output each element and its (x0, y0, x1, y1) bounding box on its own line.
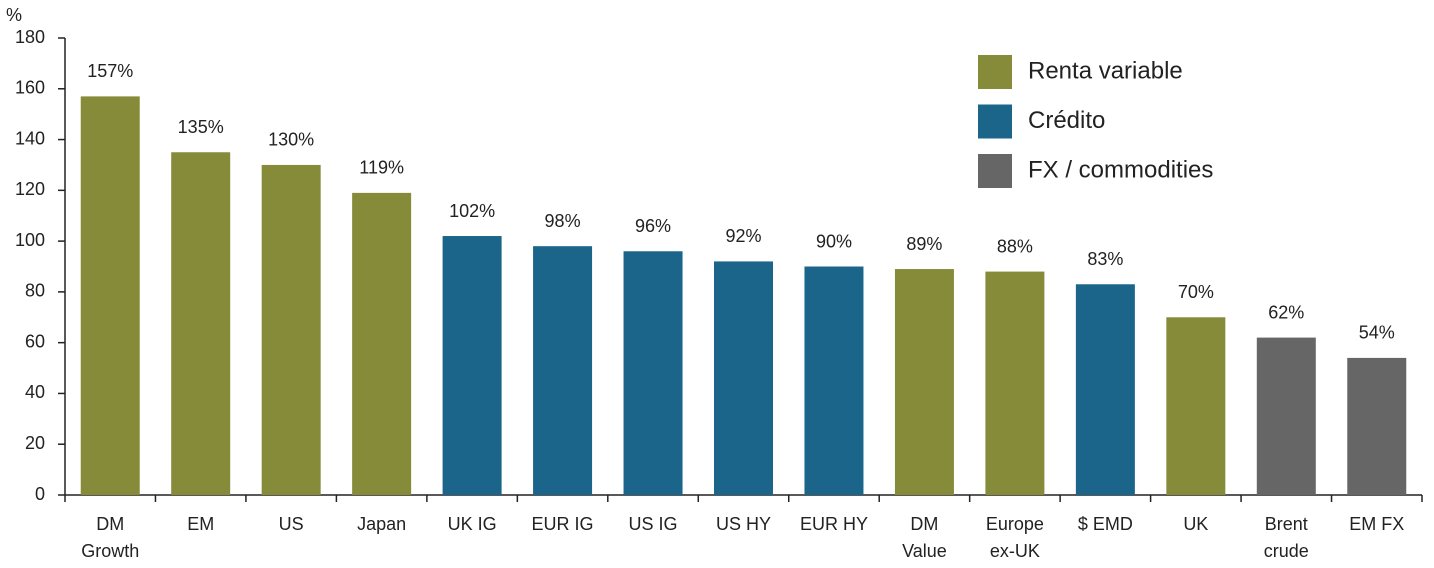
bar (1166, 317, 1226, 495)
value-label: 119% (359, 158, 404, 178)
x-tick-label: UK IG (447, 514, 497, 534)
x-tick-label: US HY (715, 514, 771, 534)
x-tick-label: DM Growth (81, 514, 140, 561)
bar (1256, 337, 1316, 495)
bar (171, 152, 231, 495)
value-label: 96% (635, 216, 671, 236)
bar (1347, 357, 1407, 495)
y-tick-label: 80 (25, 281, 45, 301)
x-tick-label: Europe ex-UK (985, 514, 1044, 561)
value-label: 92% (725, 226, 761, 246)
legend-label: Renta variable (1028, 57, 1183, 84)
bar (533, 246, 593, 495)
x-tick-label: EUR HY (799, 514, 868, 534)
value-label: 62% (1268, 302, 1304, 322)
x-tick-label: US IG (628, 514, 678, 534)
legend-label: FX / commodities (1028, 156, 1213, 183)
y-tick-label: 60 (25, 331, 45, 351)
legend-swatch (978, 55, 1012, 89)
y-tick-label: 140 (15, 128, 45, 148)
bar (714, 261, 773, 495)
value-label: 102% (449, 201, 495, 221)
bar (804, 266, 864, 495)
value-label: 54% (1359, 323, 1395, 343)
value-label: 135% (178, 117, 224, 137)
value-label: 70% (1178, 282, 1214, 302)
x-tick-label: EUR IG (531, 514, 594, 534)
bar (442, 236, 502, 496)
value-label: 90% (816, 231, 852, 251)
bar (1075, 284, 1135, 495)
x-tick-label: Japan (357, 514, 407, 534)
y-tick-label: 100 (15, 230, 45, 250)
x-tick-label: EM (187, 514, 215, 534)
value-label: 98% (545, 211, 581, 231)
legend-swatch (978, 104, 1012, 139)
bar (80, 96, 140, 496)
y-tick-label: 180 (15, 27, 45, 47)
value-label: 88% (997, 236, 1033, 256)
x-tick-label: Brent crude (1263, 514, 1309, 561)
y-axis-label: % (6, 5, 22, 25)
y-tick-label: 160 (15, 78, 45, 98)
y-tick-label: 40 (25, 382, 45, 402)
x-tick-label: US (278, 514, 304, 534)
value-label: 89% (906, 234, 942, 254)
x-tick-label: EM FX (1349, 514, 1405, 534)
bar (261, 164, 321, 495)
legend-label: Crédito (1028, 107, 1105, 134)
bar (985, 271, 1045, 495)
x-tick-label: $ EMD (1077, 514, 1133, 534)
x-tick-label: DM Value (902, 514, 947, 561)
y-tick-label: 120 (15, 179, 45, 199)
x-tick-label: UK (1183, 514, 1209, 534)
legend-swatch (978, 154, 1012, 188)
value-label: 83% (1087, 249, 1123, 269)
value-label: 130% (268, 130, 314, 150)
bar (894, 269, 954, 495)
y-tick-label: 0 (35, 484, 45, 504)
y-tick-label: 20 (25, 433, 45, 453)
bar (352, 192, 412, 495)
bar (623, 251, 683, 495)
value-label: 157% (87, 61, 133, 81)
